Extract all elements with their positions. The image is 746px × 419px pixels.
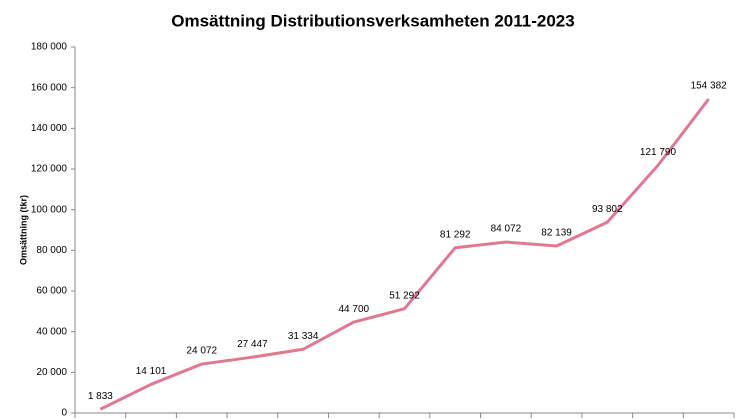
y-tick-label: 180 000	[31, 42, 68, 53]
y-tick-label: 40 000	[36, 326, 67, 337]
y-tick-label: 140 000	[31, 123, 68, 134]
data-label: 121 790	[640, 147, 677, 158]
line	[99, 98, 710, 411]
y-tick-label: 160 000	[31, 82, 68, 93]
data-label: 154 382	[691, 81, 728, 92]
data-label: 84 072	[491, 224, 522, 235]
y-tick-label: 80 000	[36, 245, 67, 256]
y-tick-label: 20 000	[36, 367, 67, 378]
data-label: 81 292	[440, 229, 471, 240]
y-tick-label: 60 000	[36, 286, 67, 297]
y-tick-label: 0	[61, 408, 67, 419]
data-label: 44 700	[339, 304, 370, 315]
data-label: 14 101	[136, 366, 167, 377]
data-label: 31 334	[288, 331, 319, 342]
data-label: 24 072	[186, 346, 217, 357]
data-label: 51 292	[389, 290, 420, 301]
data-label: 82 139	[541, 228, 572, 239]
y-axis-label: Omsättning (tkr)	[18, 195, 28, 265]
y-tick-label: 120 000	[31, 164, 68, 175]
y-tick-label: 100 000	[31, 204, 68, 215]
chart-title: Omsättning Distributionsverksamheten 201…	[171, 11, 574, 30]
data-label: 1 833	[88, 391, 113, 402]
data-label: 93 802	[592, 204, 623, 215]
data-label: 27 447	[237, 339, 268, 350]
